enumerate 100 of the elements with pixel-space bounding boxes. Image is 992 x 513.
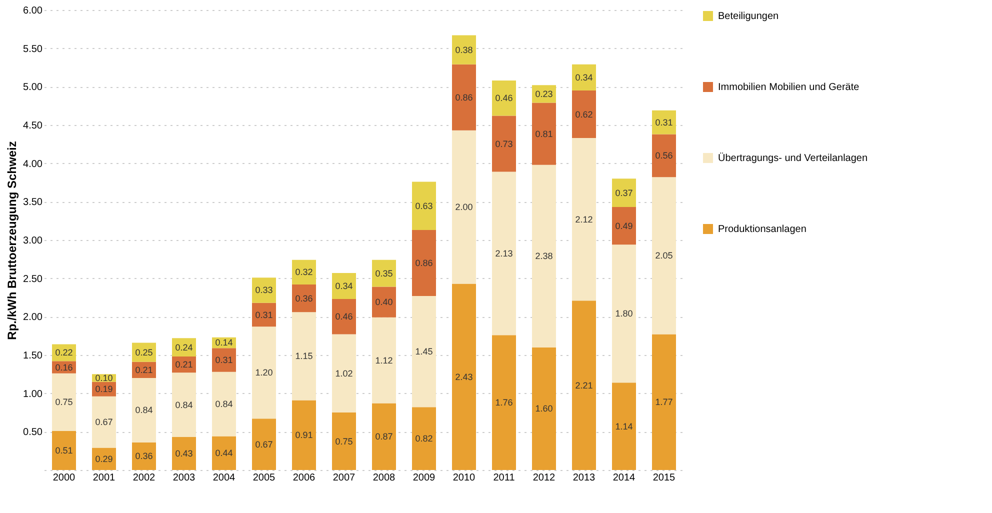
bar: [412, 230, 436, 296]
bar: [372, 403, 396, 470]
bar: [332, 334, 356, 412]
data-label: 0.29: [95, 454, 113, 464]
y-tick-label: 2.50: [23, 274, 43, 285]
bar: [412, 182, 436, 230]
bar: [572, 138, 596, 301]
bar: [572, 64, 596, 90]
data-label: 0.73: [495, 138, 513, 149]
bar: [52, 430, 76, 470]
y-tick-label: 1.50: [23, 350, 43, 362]
legend-label: Produktionsanlagen: [718, 224, 806, 235]
bar: [532, 102, 556, 165]
bar: [652, 134, 676, 178]
x-tick-label: 2015: [652, 472, 676, 484]
data-label: 0.63: [415, 200, 433, 211]
data-label: 0.32: [295, 267, 313, 278]
legend-label: Immobilien Mobilien und Geräte: [718, 82, 860, 93]
data-label: 0.33: [255, 285, 273, 296]
bar: [452, 130, 476, 284]
bar: [172, 437, 196, 470]
y-tick-label: 1.00: [23, 388, 43, 400]
bar: [612, 382, 636, 470]
data-label: 1.60: [535, 404, 553, 414]
data-label: 1.80: [615, 308, 633, 319]
data-label: 0.21: [135, 364, 153, 375]
data-label: 0.86: [455, 92, 473, 102]
bar: [412, 407, 436, 470]
data-label: 1.02: [335, 368, 353, 378]
bar: [212, 372, 236, 436]
x-tick-label: 2011: [493, 472, 516, 484]
data-label: 0.75: [55, 397, 73, 408]
x-tick-label: 2008: [372, 472, 396, 484]
data-label: 0.23: [535, 88, 553, 99]
x-tick-label: 2001: [92, 472, 116, 484]
bar: [572, 300, 596, 470]
bar: [572, 90, 596, 138]
data-label: 0.25: [135, 347, 153, 358]
bar: [252, 278, 276, 303]
data-label: 0.36: [295, 293, 313, 304]
data-label: 0.21: [175, 360, 193, 370]
x-tick-label: 2006: [292, 472, 316, 484]
data-label: 0.84: [175, 400, 193, 410]
data-label: 0.67: [255, 439, 273, 450]
data-label: 0.43: [175, 448, 193, 459]
data-label: 0.40: [375, 297, 393, 308]
bar: [332, 272, 356, 300]
legend-label: Beteiligungen: [718, 11, 779, 22]
data-label: 2.43: [455, 372, 473, 382]
data-label: 0.86: [415, 258, 433, 268]
bar: [612, 244, 636, 383]
data-label: 0.34: [335, 281, 353, 291]
data-label: 0.84: [215, 399, 233, 410]
bar: [372, 317, 396, 404]
data-label: 1.12: [375, 355, 393, 366]
bar: [92, 396, 116, 448]
bar: [452, 64, 476, 130]
y-tick-label: 0.50: [23, 427, 43, 438]
data-label: 0.87: [375, 432, 393, 442]
x-tick-label: 2012: [532, 472, 556, 484]
data-label: 1.20: [255, 368, 273, 378]
bar: [132, 378, 156, 442]
bar: [52, 373, 76, 431]
data-label: 0.36: [135, 451, 153, 462]
data-label: 0.44: [215, 448, 233, 458]
x-tick-label: 2009: [412, 472, 436, 484]
y-tick-label: 3.50: [23, 197, 43, 208]
bar: [292, 260, 316, 284]
data-label: 0.38: [455, 44, 473, 55]
data-label: 2.00: [455, 202, 473, 212]
data-label: 0.22: [55, 348, 73, 358]
data-label: 1.14: [615, 421, 633, 432]
y-tick-label: 2.00: [23, 312, 43, 324]
data-label: 0.10: [95, 373, 113, 383]
bar: [652, 334, 676, 470]
x-tick-label: 2007: [332, 472, 356, 484]
x-tick-label: 2013: [572, 472, 596, 484]
data-label: 0.46: [335, 312, 353, 322]
x-tick-label: 2000: [52, 472, 76, 484]
data-label: 0.35: [375, 268, 393, 278]
bar: [652, 110, 676, 134]
bar: [492, 116, 516, 172]
bar: [372, 260, 396, 287]
bar: [612, 178, 636, 208]
data-label: 2.38: [535, 251, 553, 262]
y-axis-title: Rp./kWh Bruttoerzeugung Schweiz: [5, 141, 20, 340]
data-label: 0.16: [55, 362, 73, 372]
data-label: 1.77: [655, 397, 673, 408]
data-label: 0.31: [255, 310, 273, 320]
bar: [132, 442, 156, 470]
y-tick-label: 5.50: [23, 44, 43, 55]
bar: [252, 418, 276, 470]
bar: [252, 302, 276, 327]
y-tick-label: 4.00: [23, 158, 43, 170]
data-label: 0.31: [655, 117, 673, 128]
y-tick-label: 6.00: [23, 6, 43, 16]
x-tick-label: 2003: [172, 472, 196, 484]
data-label: 0.37: [615, 188, 633, 198]
data-label: 0.81: [535, 128, 553, 139]
bar: [292, 284, 316, 312]
